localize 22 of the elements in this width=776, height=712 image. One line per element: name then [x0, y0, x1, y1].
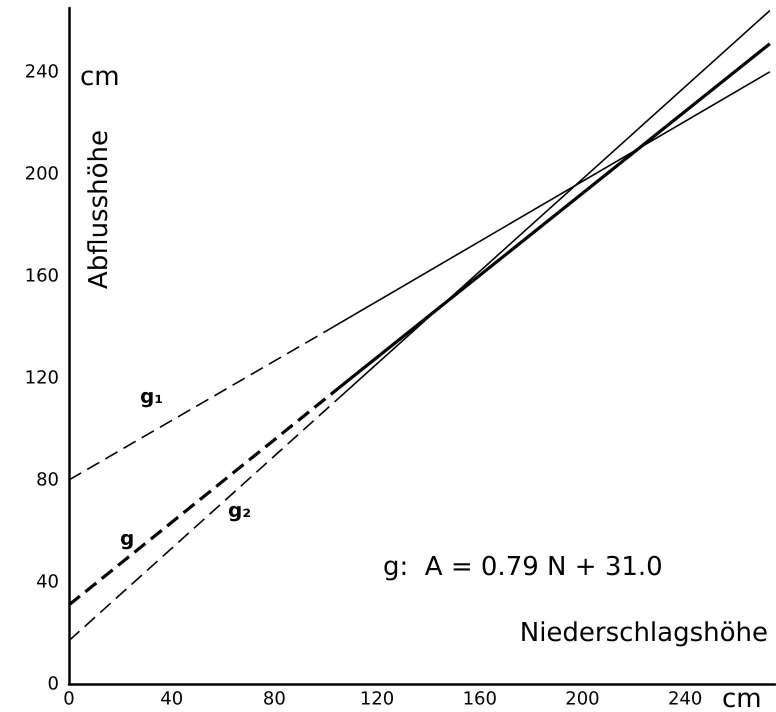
x-tick-label: 80	[262, 688, 286, 710]
y-tick-label: 80	[36, 469, 59, 490]
annotation: g	[120, 526, 134, 550]
y-tick-label: 40	[36, 571, 59, 592]
x-tick-label: 160	[462, 688, 497, 710]
x-tick-label: 120	[360, 688, 394, 710]
x-tick-label: 40	[160, 688, 184, 710]
annotation: g₁	[140, 384, 164, 408]
annotation: cm	[722, 684, 762, 712]
y-tick-label: 200	[24, 163, 59, 184]
annotation: g₂	[228, 498, 252, 522]
x-tick-label: 240	[668, 688, 702, 710]
y-tick-label: 0	[48, 674, 59, 694]
y-axis-title: Abflusshöhe	[84, 130, 114, 290]
x-axis-title: Niederschlagshöhe	[520, 618, 768, 648]
x-tick-label: 200	[565, 688, 600, 710]
y-tick-label: 240	[24, 61, 59, 82]
x-tick-label: 0	[63, 688, 75, 710]
y-tick-label: 160	[24, 265, 59, 286]
annotation: cm	[80, 62, 120, 92]
annotation: g: A = 0.79 N + 31.0	[383, 552, 663, 582]
y-tick-label: 120	[24, 367, 59, 388]
